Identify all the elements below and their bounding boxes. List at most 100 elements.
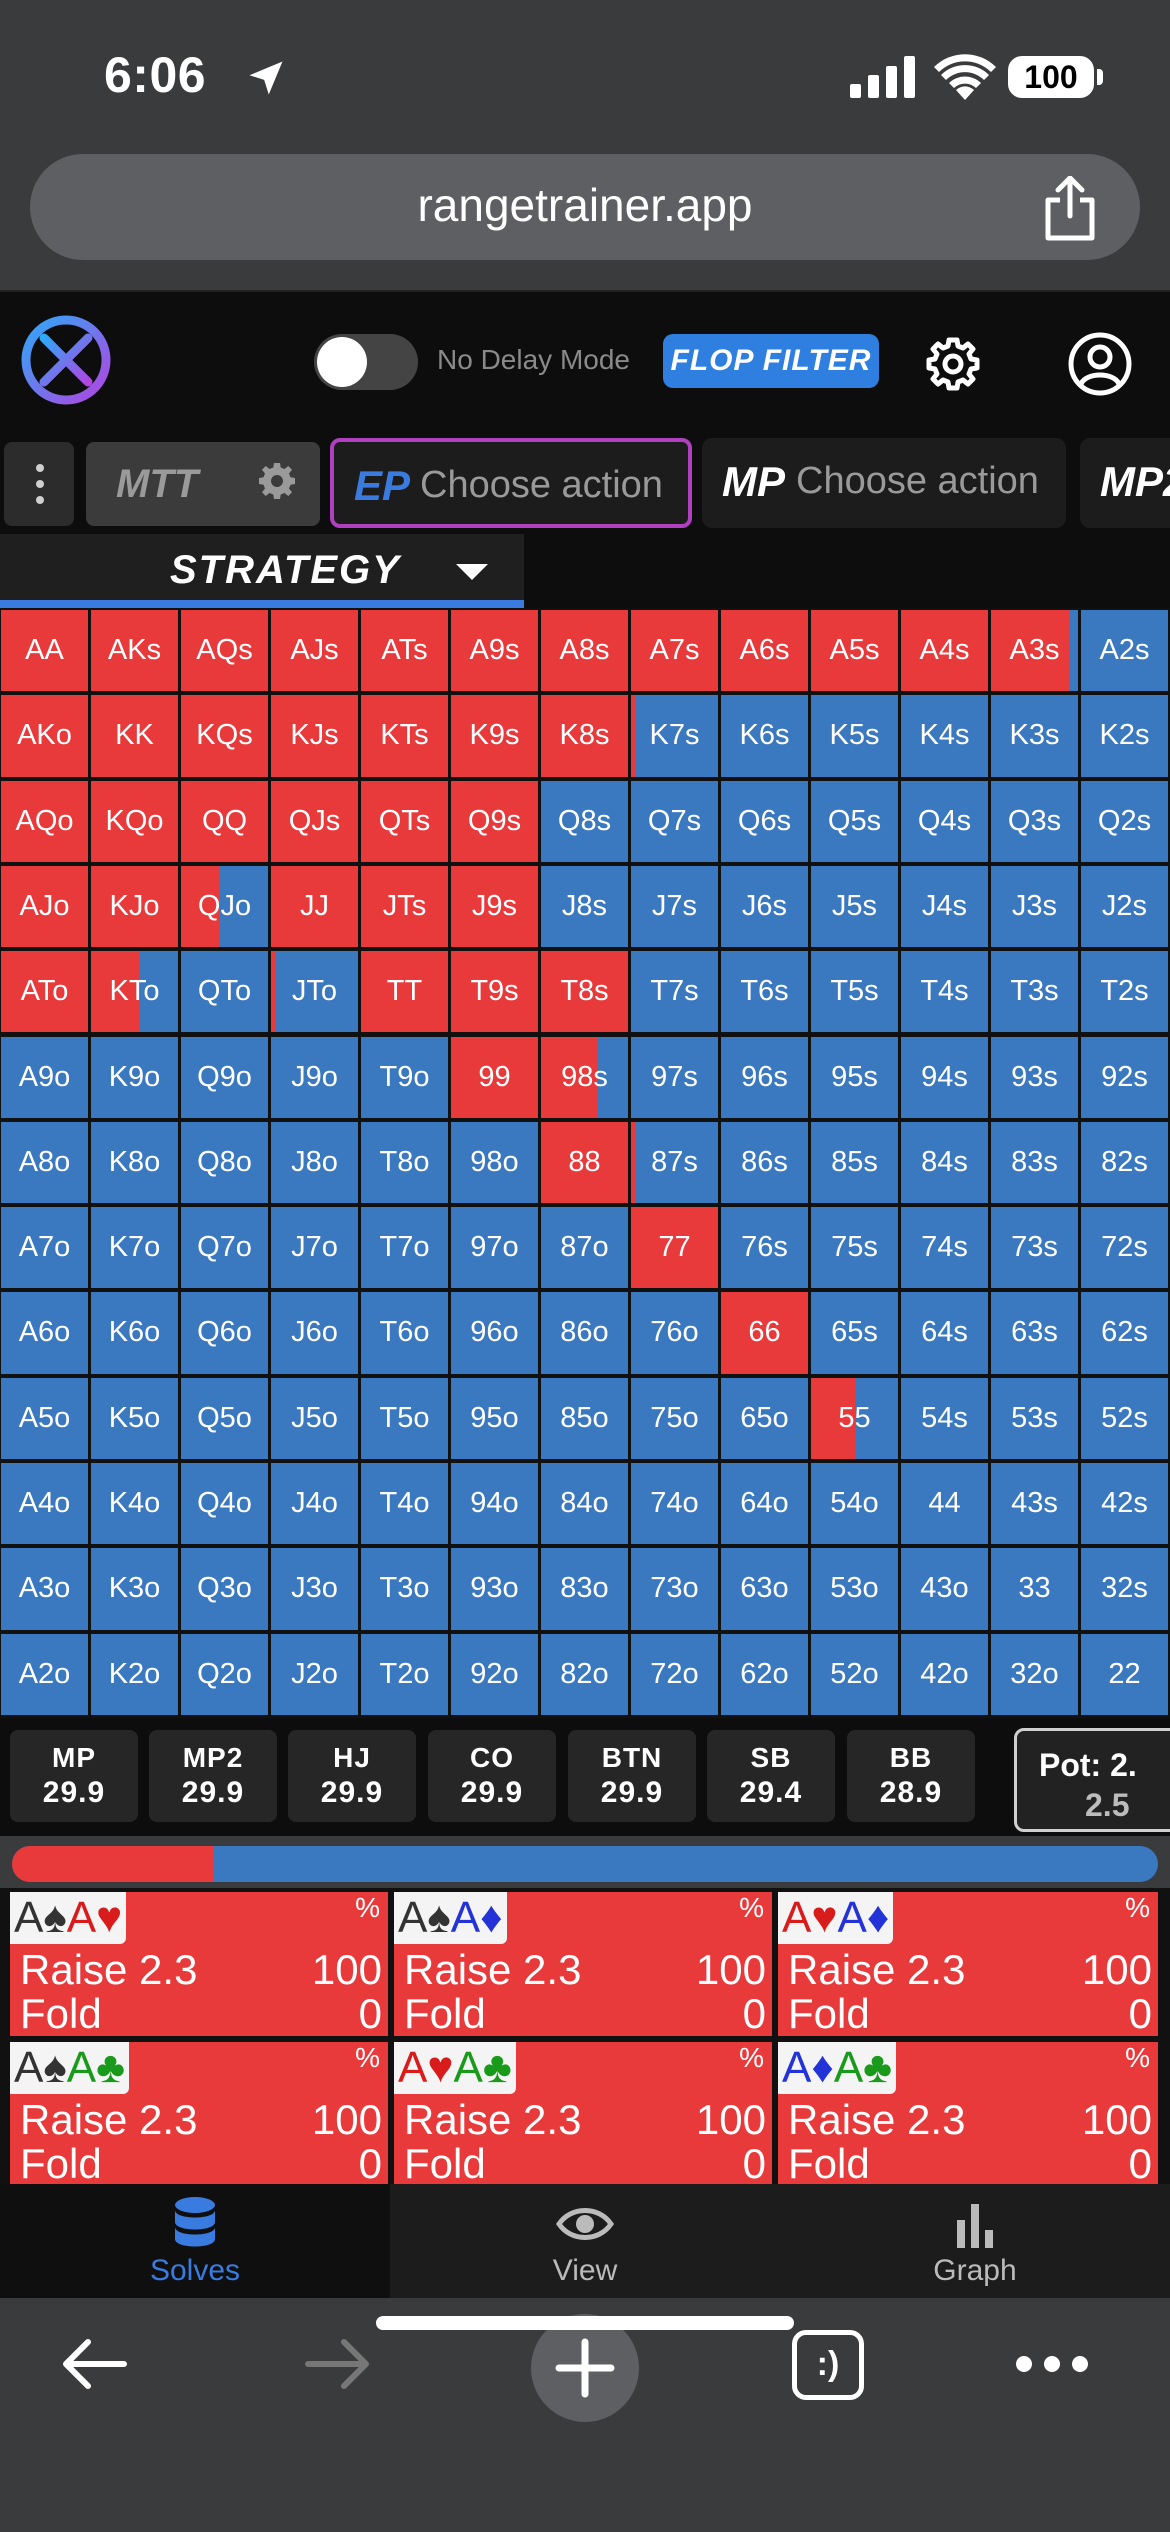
hand-cell-J9s[interactable]: J9s [451, 865, 538, 948]
hand-cell-T7o[interactable]: T7o [361, 1207, 448, 1289]
position-btn[interactable]: BTN 29.9 [568, 1730, 696, 1822]
hand-cell-J9o[interactable]: J9o [271, 1036, 358, 1118]
hand-cell-AJs[interactable]: AJs [271, 610, 358, 692]
hand-cell-Q8s[interactable]: Q8s [541, 780, 628, 862]
hand-cell-64s[interactable]: 64s [901, 1292, 988, 1374]
hand-cell-K4s[interactable]: K4s [901, 695, 988, 777]
hand-cell-83s[interactable]: 83s [991, 1121, 1078, 1204]
back-arrow-icon[interactable] [58, 2334, 130, 2394]
hand-cell-63o[interactable]: 63o [721, 1548, 808, 1630]
hand-cell-Q2o[interactable]: Q2o [181, 1633, 268, 1715]
hand-cell-KTs[interactable]: KTs [361, 695, 448, 777]
position-co[interactable]: CO 29.9 [428, 1730, 556, 1822]
hand-cell-42o[interactable]: 42o [901, 1633, 988, 1715]
hand-cell-T2s[interactable]: T2s [1081, 951, 1168, 1033]
hand-cell-53o[interactable]: 53o [811, 1548, 898, 1630]
hand-cell-JTs[interactable]: JTs [361, 865, 448, 948]
hand-cell-T6o[interactable]: T6o [361, 1292, 448, 1374]
app-logo-icon[interactable] [20, 314, 112, 406]
hand-cell-73o[interactable]: 73o [631, 1548, 718, 1630]
hand-cell-94s[interactable]: 94s [901, 1036, 988, 1118]
hand-cell-J3o[interactable]: J3o [271, 1548, 358, 1630]
hand-cell-K5s[interactable]: K5s [811, 695, 898, 777]
hand-cell-A4s[interactable]: A4s [901, 610, 988, 692]
hand-cell-T8s[interactable]: T8s [541, 951, 628, 1033]
hand-cell-A4o[interactable]: A4o [1, 1463, 88, 1545]
position-mp[interactable]: MP 29.9 [10, 1730, 138, 1822]
hand-cell-T6s[interactable]: T6s [721, 951, 808, 1033]
new-tab-button[interactable] [531, 2314, 639, 2422]
forward-arrow-icon[interactable] [302, 2334, 374, 2394]
flop-filter-button[interactable]: FLOP FILTER [663, 334, 879, 388]
hand-cell-74o[interactable]: 74o [631, 1463, 718, 1545]
user-account-icon[interactable] [1068, 332, 1132, 396]
hand-cell-A3o[interactable]: A3o [1, 1548, 88, 1630]
combo-card[interactable]: A♠A♦% Raise 2.3 100 Fold 0 [394, 1892, 772, 2037]
hand-cell-Q5o[interactable]: Q5o [181, 1377, 268, 1459]
hand-cell-53s[interactable]: 53s [991, 1377, 1078, 1459]
hand-cell-T2o[interactable]: T2o [361, 1633, 448, 1715]
hand-cell-T9o[interactable]: T9o [361, 1036, 448, 1118]
hand-cell-TT[interactable]: TT [361, 951, 448, 1033]
hand-cell-K7s[interactable]: K7s [631, 695, 718, 777]
hand-cell-AKs[interactable]: AKs [91, 610, 178, 692]
hand-cell-84s[interactable]: 84s [901, 1121, 988, 1204]
hand-cell-KQs[interactable]: KQs [181, 695, 268, 777]
hand-cell-J7s[interactable]: J7s [631, 865, 718, 948]
hand-cell-T5s[interactable]: T5s [811, 951, 898, 1033]
hand-cell-A7s[interactable]: A7s [631, 610, 718, 692]
combo-card[interactable]: A♥A♣% Raise 2.3 100 Fold 0 [394, 2042, 772, 2187]
position-mp2[interactable]: MP2 29.9 [149, 1730, 277, 1822]
hand-cell-42s[interactable]: 42s [1081, 1463, 1168, 1545]
hand-cell-93s[interactable]: 93s [991, 1036, 1078, 1118]
hand-cell-77[interactable]: 77 [631, 1207, 718, 1289]
hand-cell-A9s[interactable]: A9s [451, 610, 538, 692]
hand-cell-ATs[interactable]: ATs [361, 610, 448, 692]
position-bb[interactable]: BB 28.9 [847, 1730, 975, 1822]
hand-cell-92s[interactable]: 92s [1081, 1036, 1168, 1118]
hand-cell-86s[interactable]: 86s [721, 1121, 808, 1204]
hand-cell-K3o[interactable]: K3o [91, 1548, 178, 1630]
hand-cell-62o[interactable]: 62o [721, 1633, 808, 1715]
hand-cell-Q7s[interactable]: Q7s [631, 780, 718, 862]
hand-cell-AA[interactable]: AA [1, 610, 88, 692]
hand-cell-K3s[interactable]: K3s [991, 695, 1078, 777]
hand-cell-32s[interactable]: 32s [1081, 1548, 1168, 1630]
hand-cell-T5o[interactable]: T5o [361, 1377, 448, 1459]
hand-cell-86o[interactable]: 86o [541, 1292, 628, 1374]
combo-card[interactable]: A♠A♥% Raise 2.3 100 Fold 0 [10, 1892, 388, 2037]
hand-cell-44[interactable]: 44 [901, 1463, 988, 1545]
hand-cell-Q8o[interactable]: Q8o [181, 1121, 268, 1204]
hand-cell-52o[interactable]: 52o [811, 1633, 898, 1715]
hand-cell-J5o[interactable]: J5o [271, 1377, 358, 1459]
hand-cell-QTo[interactable]: QTo [181, 951, 268, 1033]
hand-cell-65s[interactable]: 65s [811, 1292, 898, 1374]
hand-cell-87o[interactable]: 87o [541, 1207, 628, 1289]
hand-cell-A6s[interactable]: A6s [721, 610, 808, 692]
hand-cell-Q4o[interactable]: Q4o [181, 1463, 268, 1545]
hand-cell-J2s[interactable]: J2s [1081, 865, 1168, 948]
hand-cell-82o[interactable]: 82o [541, 1633, 628, 1715]
hand-cell-A2o[interactable]: A2o [1, 1633, 88, 1715]
hand-cell-T3s[interactable]: T3s [991, 951, 1078, 1033]
hand-cell-KTo[interactable]: KTo [91, 951, 178, 1033]
hand-cell-J8o[interactable]: J8o [271, 1121, 358, 1204]
hand-cell-T3o[interactable]: T3o [361, 1548, 448, 1630]
hand-cell-JJ[interactable]: JJ [271, 865, 358, 948]
hand-cell-AJo[interactable]: AJo [1, 865, 88, 948]
hand-cell-J6o[interactable]: J6o [271, 1292, 358, 1374]
hand-cell-88[interactable]: 88 [541, 1121, 628, 1204]
hand-cell-Q4s[interactable]: Q4s [901, 780, 988, 862]
hand-cell-Q7o[interactable]: Q7o [181, 1207, 268, 1289]
hand-cell-A9o[interactable]: A9o [1, 1036, 88, 1118]
hand-cell-95o[interactable]: 95o [451, 1377, 538, 1459]
hand-cell-A5s[interactable]: A5s [811, 610, 898, 692]
hand-cell-K9o[interactable]: K9o [91, 1036, 178, 1118]
hand-cell-85o[interactable]: 85o [541, 1377, 628, 1459]
hand-cell-K8s[interactable]: K8s [541, 695, 628, 777]
hand-cell-92o[interactable]: 92o [451, 1633, 538, 1715]
action-slot-mp2[interactable]: MP2 [1080, 438, 1170, 528]
tab-graph[interactable]: Graph [780, 2184, 1170, 2298]
hand-cell-AQs[interactable]: AQs [181, 610, 268, 692]
hand-cell-Q2s[interactable]: Q2s [1081, 780, 1168, 862]
